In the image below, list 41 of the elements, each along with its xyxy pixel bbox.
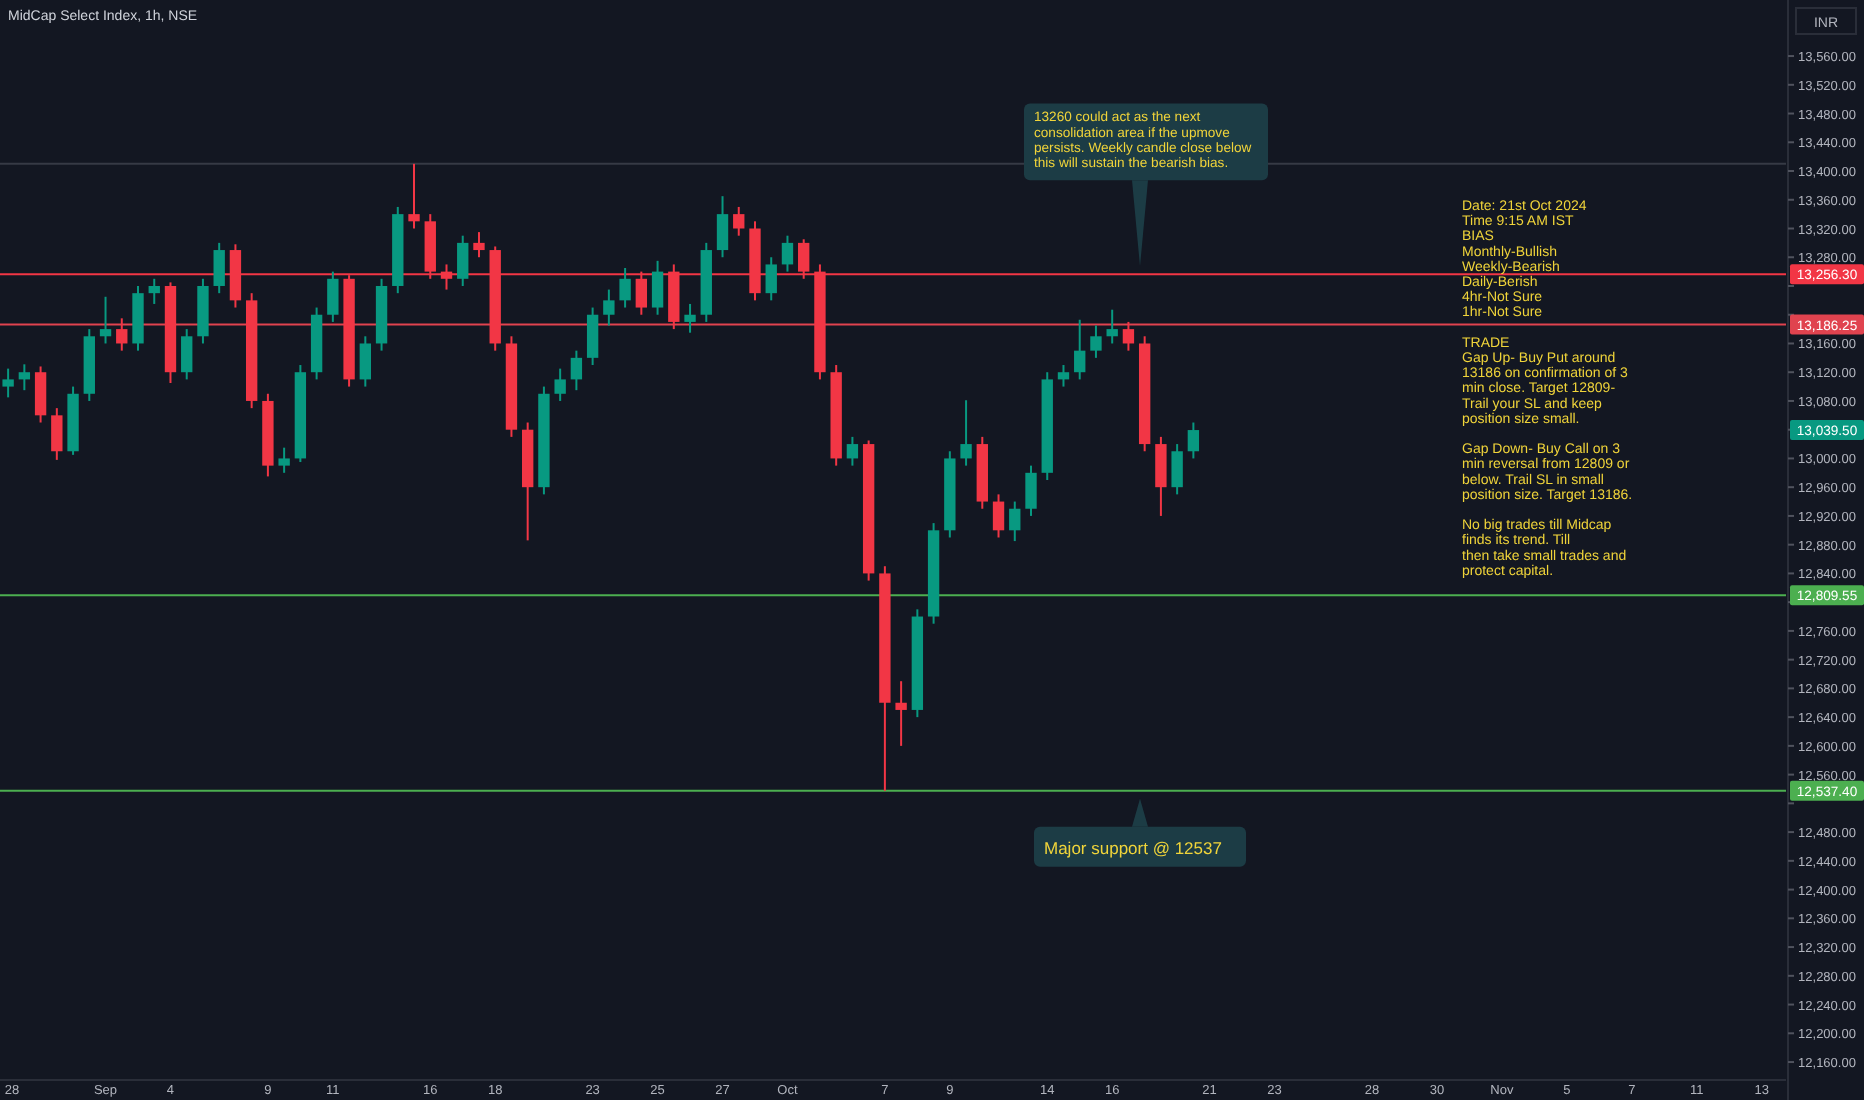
candlestick xyxy=(651,259,664,316)
candlestick xyxy=(992,493,1005,539)
candlestick xyxy=(408,162,420,230)
candlestick xyxy=(1025,464,1037,517)
candlestick xyxy=(1155,435,1167,517)
candlestick xyxy=(1171,443,1183,496)
candlestick xyxy=(619,267,631,309)
candlestick xyxy=(1009,500,1021,543)
candlestick xyxy=(359,335,371,388)
candlestick xyxy=(1187,421,1200,460)
annotation: Major support @ 12537 xyxy=(1044,837,1223,858)
candlestick xyxy=(213,241,225,295)
candlestick xyxy=(603,288,615,327)
candlestick xyxy=(1057,364,1070,388)
candlestick xyxy=(781,234,794,273)
candlestick xyxy=(846,435,859,467)
candlestick xyxy=(457,234,469,287)
candlestick xyxy=(2,367,14,399)
candlestick xyxy=(1106,308,1118,345)
candlestick xyxy=(327,270,339,323)
candlestick xyxy=(895,680,907,747)
candlestick xyxy=(570,349,583,392)
candlestick xyxy=(18,363,31,392)
candlestick xyxy=(716,195,729,259)
candlestick xyxy=(278,446,290,474)
candlestick xyxy=(765,256,777,302)
candlestick xyxy=(554,367,566,402)
candlestick xyxy=(684,302,696,334)
candlestick xyxy=(116,317,128,352)
candlestick xyxy=(51,407,63,461)
candlestick xyxy=(473,231,485,259)
candlestick xyxy=(1122,320,1135,352)
candlestick xyxy=(99,295,112,345)
candlestick xyxy=(1074,318,1086,381)
candlestick xyxy=(148,277,160,305)
candlestick xyxy=(733,205,745,237)
candlestick xyxy=(960,399,972,467)
candlestick xyxy=(1090,324,1102,359)
candlestick xyxy=(34,365,47,424)
candlestick xyxy=(586,306,599,367)
candlestick xyxy=(181,328,193,381)
